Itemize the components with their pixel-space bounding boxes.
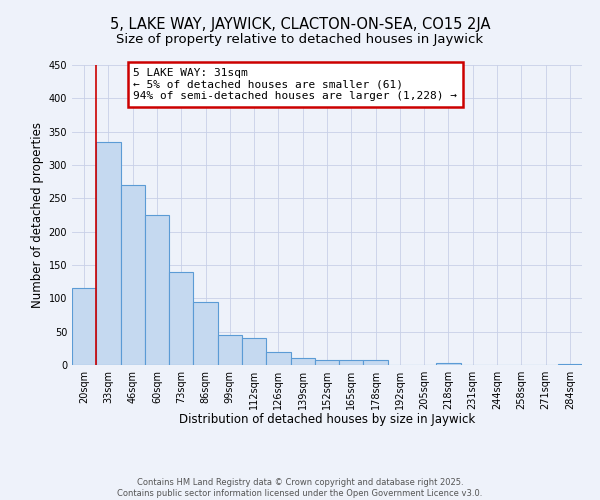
Bar (96, 142, 121, 365)
Text: Contains HM Land Registry data © Crown copyright and database right 2025.
Contai: Contains HM Land Registry data © Crown c… (118, 478, 482, 498)
Text: 5, LAKE WAY, JAYWICK, CLACTON-ON-SEA, CO15 2JA: 5, LAKE WAY, JAYWICK, CLACTON-ON-SEA, CO… (110, 18, 490, 32)
Bar (266, 352, 290, 365)
Bar (242, 338, 266, 365)
Text: Size of property relative to detached houses in Jaywick: Size of property relative to detached ho… (116, 32, 484, 46)
Bar (218, 335, 242, 365)
Bar (290, 358, 315, 365)
Bar (558, 364, 582, 365)
Y-axis label: Number of detached properties: Number of detached properties (31, 122, 44, 308)
Bar (315, 360, 339, 365)
Bar (436, 363, 461, 365)
Bar (193, 302, 218, 365)
Text: 5 LAKE WAY: 31sqm
← 5% of detached houses are smaller (61)
94% of semi-detached : 5 LAKE WAY: 31sqm ← 5% of detached house… (133, 68, 457, 101)
Bar (169, 272, 193, 365)
Bar (364, 360, 388, 365)
Bar (339, 360, 364, 365)
X-axis label: Distribution of detached houses by size in Jaywick: Distribution of detached houses by size … (179, 414, 475, 426)
Bar (72, 288, 96, 365)
Bar (145, 215, 169, 365)
Bar (121, 185, 145, 365)
